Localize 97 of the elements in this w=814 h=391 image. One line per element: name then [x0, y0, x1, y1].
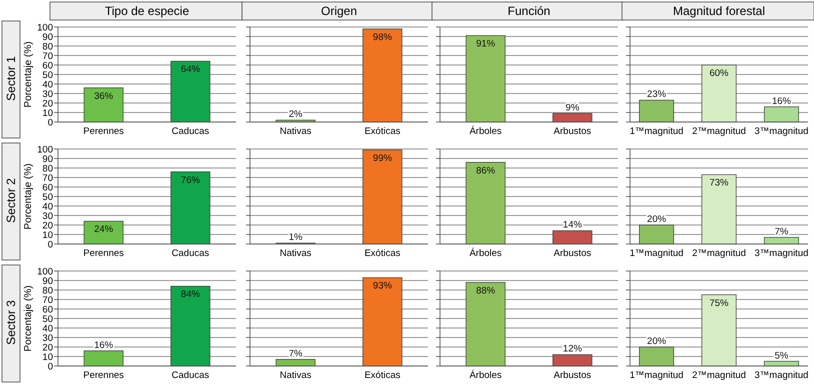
data-label: 36% [94, 90, 114, 102]
y-tick-label: 30 [42, 88, 53, 100]
data-label: 24% [94, 224, 114, 236]
y-tick-label: 20 [42, 220, 53, 232]
data-label: 73% [709, 178, 730, 189]
y-tick-label: 70 [42, 172, 53, 184]
data-label: 23% [647, 89, 667, 100]
data-label: 16% [94, 340, 114, 351]
y-axis-title: Porcentaje (%) [23, 285, 34, 352]
y-tick-label: 60 [42, 182, 53, 194]
y-tick-label: 40 [42, 79, 53, 90]
x-tick-label: Árboles [469, 125, 502, 137]
x-tick-label: Caducas [172, 370, 210, 381]
y-tick-label: 60 [42, 60, 53, 72]
data-label: 9% [566, 102, 580, 114]
y-tick-label: 10 [42, 352, 53, 363]
data-label: 20% [647, 214, 667, 225]
x-tick-label: Árboles [469, 369, 502, 381]
y-tick-label: 20 [42, 342, 53, 354]
data-label: 1% [288, 232, 303, 244]
y-tick-label: 90 [42, 276, 53, 287]
chart-title: Magnitud forestal [672, 4, 766, 18]
y-tick-label: 30 [42, 210, 53, 222]
x-tick-label: Perennes [83, 126, 124, 137]
data-label: 88% [476, 285, 496, 296]
y-tick-label: 80 [42, 163, 53, 174]
data-label: 86% [476, 165, 496, 176]
text: Sector 1 [4, 56, 18, 101]
y-tick-label: 100 [37, 144, 53, 156]
y-tick-label: 100 [37, 22, 53, 34]
chart-title: Tipo de especie [104, 4, 190, 18]
data-label: 60% [709, 68, 730, 79]
y-tick-label: 60 [42, 304, 53, 316]
data-label: 12% [562, 344, 582, 355]
x-tick-label: Nativas [280, 370, 312, 381]
x-tick-label: Nativas [280, 126, 312, 137]
y-tick-label: 90 [42, 32, 53, 43]
y-tick-label: 80 [42, 41, 53, 52]
y-tick-label: 40 [42, 201, 53, 212]
x-tick-label: Árboles [469, 247, 502, 259]
y-axis-title: Porcentaje (%) [23, 41, 34, 108]
x-tick-label: Perennes [83, 370, 124, 381]
x-tick-label: 1™magnitud [630, 370, 684, 381]
data-label: 98% [372, 32, 392, 43]
x-tick-label: 2™magnitud [692, 248, 746, 259]
data-label: 5% [774, 350, 789, 362]
y-tick-label: 50 [42, 192, 53, 203]
y-tick-label: 0 [48, 117, 53, 128]
data-label: 99% [372, 152, 392, 164]
y-tick-label: 10 [42, 230, 53, 241]
data-label: 84% [180, 289, 200, 300]
x-tick-label: Arbustos [554, 370, 592, 381]
x-tick-label: Arbustos [554, 126, 592, 137]
data-label: 64% [180, 64, 200, 76]
y-tick-label: 80 [42, 285, 53, 296]
x-tick-label: Arbustos [554, 248, 592, 259]
y-tick-label: 90 [42, 154, 53, 165]
y-tick-label: 70 [42, 50, 53, 62]
data-label: 16% [772, 96, 792, 107]
x-tick-label: Exóticas [364, 370, 401, 381]
x-tick-label: 2™magnitud [692, 370, 746, 381]
chart-title: Función [508, 4, 550, 18]
y-tick-label: 40 [42, 323, 53, 334]
text: Sector 3 [4, 300, 18, 345]
x-tick-label: 3™magnitud [754, 126, 808, 137]
y-tick-label: 20 [42, 98, 53, 110]
x-tick-label: 3™magnitud [754, 248, 808, 259]
data-label: 7% [288, 348, 303, 360]
data-label: 76% [180, 174, 200, 186]
x-tick-label: Caducas [172, 248, 210, 259]
x-tick-label: 1™magnitud [630, 126, 684, 137]
x-tick-label: 2™magnitud [692, 126, 746, 137]
y-tick-label: 50 [42, 314, 53, 325]
y-tick-label: 30 [42, 332, 53, 344]
data-label: 93% [372, 280, 392, 292]
data-label: 91% [476, 38, 496, 50]
data-label: 14% [562, 220, 582, 231]
data-label: 20% [647, 336, 667, 347]
y-tick-label: 0 [48, 361, 53, 372]
data-label: 2% [288, 109, 303, 120]
data-label: 7% [774, 226, 789, 238]
y-tick-label: 0 [48, 239, 53, 250]
data-label: 75% [709, 298, 730, 309]
x-tick-label: 1™magnitud [630, 248, 684, 259]
y-tick-label: 70 [42, 294, 53, 306]
text: Sector 2 [4, 178, 18, 223]
x-tick-label: Exóticas [364, 248, 401, 259]
y-tick-label: 50 [42, 70, 53, 81]
chart-title: Origen [320, 4, 358, 18]
y-axis-title: Porcentaje (%) [23, 163, 34, 230]
x-tick-label: 3™magnitud [754, 370, 808, 381]
x-tick-label: Nativas [280, 248, 312, 259]
y-tick-label: 10 [42, 108, 53, 119]
x-tick-label: Perennes [83, 248, 124, 259]
y-tick-label: 100 [37, 266, 53, 278]
x-tick-label: Caducas [172, 126, 210, 137]
x-tick-label: Exóticas [364, 126, 401, 137]
